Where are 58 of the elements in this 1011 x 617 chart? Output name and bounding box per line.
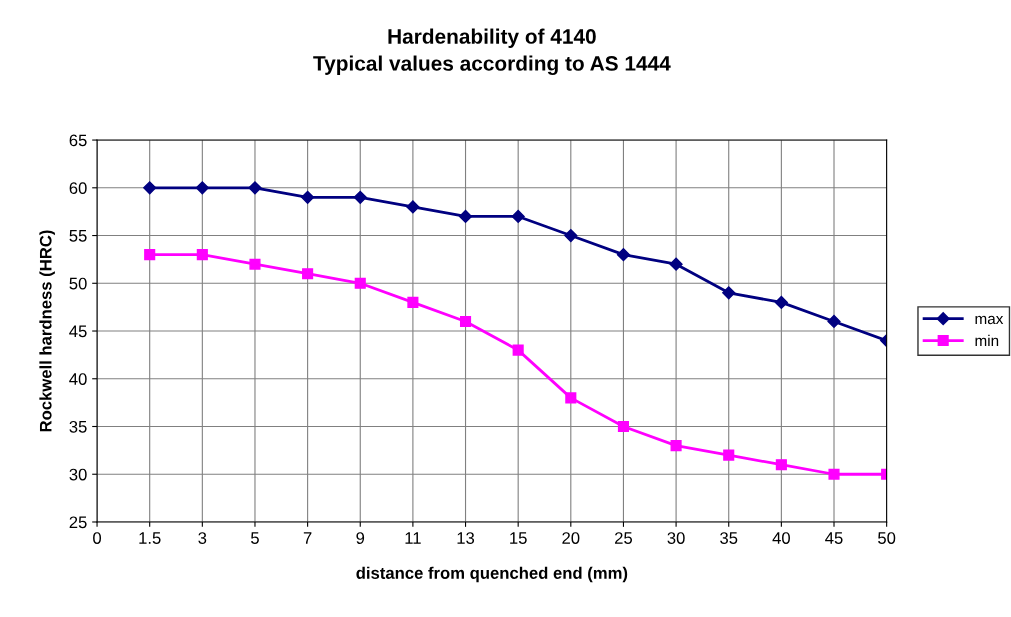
chart-title: Hardenability of 4140 Typical values according to AS 1444 bbox=[313, 28, 671, 76]
point bbox=[670, 440, 682, 452]
point bbox=[564, 228, 578, 243]
x-tick-label: 15 bbox=[510, 532, 527, 544]
point bbox=[723, 449, 735, 461]
point bbox=[406, 200, 420, 214]
x-axis-title: distance from quenched end (mm) bbox=[356, 566, 628, 583]
y-tick-label: 40 bbox=[69, 373, 87, 385]
x-tick-label: 7 bbox=[303, 532, 312, 544]
y-tick-label: 55 bbox=[69, 230, 87, 242]
y-tick-label: 45 bbox=[69, 325, 87, 338]
point bbox=[828, 468, 840, 480]
point bbox=[196, 249, 208, 261]
point bbox=[459, 315, 472, 328]
x-tick-label: 3 bbox=[198, 532, 207, 544]
point bbox=[827, 314, 841, 329]
point bbox=[458, 209, 473, 224]
point bbox=[249, 258, 261, 270]
x-tick-label: 45 bbox=[825, 532, 843, 544]
y-axis-title: Rockwell hardness (HRC) bbox=[39, 230, 55, 432]
point bbox=[565, 392, 577, 404]
legend-label: max bbox=[975, 315, 1004, 325]
point bbox=[722, 286, 736, 300]
y-tick-label: 60 bbox=[69, 182, 87, 194]
point bbox=[617, 420, 630, 433]
y-tick-label: 35 bbox=[69, 420, 87, 433]
x-tick-label: 30 bbox=[667, 532, 685, 544]
point bbox=[774, 295, 788, 309]
x-tick-label: 25 bbox=[615, 532, 633, 544]
legend-label: min bbox=[975, 334, 999, 346]
x-tick-label: 40 bbox=[772, 532, 790, 544]
x-tick-label: 13 bbox=[457, 532, 475, 544]
point bbox=[354, 277, 366, 289]
point bbox=[669, 257, 683, 271]
y-tick-label: 25 bbox=[69, 516, 87, 529]
x-tick-label: 0 bbox=[93, 532, 102, 544]
x-tick-label: 50 bbox=[878, 532, 896, 544]
y-tick-label: 30 bbox=[69, 468, 87, 481]
y-tick-label: 65 bbox=[69, 134, 87, 147]
y-tick-label: 50 bbox=[69, 277, 87, 290]
x-tick-label: 20 bbox=[562, 532, 580, 544]
x-tick-label: 1.5 bbox=[139, 532, 161, 544]
point bbox=[301, 190, 315, 204]
point bbox=[353, 190, 367, 204]
point bbox=[248, 181, 262, 195]
point bbox=[511, 209, 525, 224]
x-tick-label: 5 bbox=[251, 532, 259, 544]
point bbox=[144, 249, 156, 261]
x-tick-label: 11 bbox=[405, 532, 421, 544]
point bbox=[512, 344, 524, 356]
point bbox=[143, 181, 157, 195]
point bbox=[302, 268, 314, 280]
point bbox=[775, 459, 787, 471]
point bbox=[195, 181, 209, 195]
point bbox=[407, 296, 419, 308]
x-tick-label: 35 bbox=[720, 532, 738, 544]
point bbox=[616, 248, 631, 262]
x-tick-label: 9 bbox=[356, 532, 365, 544]
